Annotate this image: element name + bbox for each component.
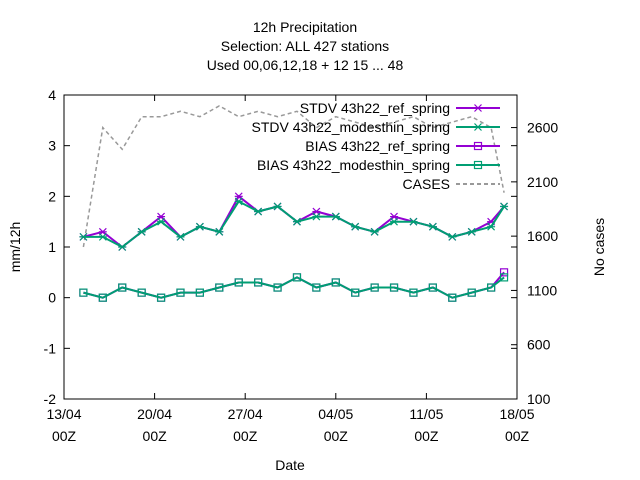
x-tick-label-hour: 00Z	[143, 428, 168, 444]
series-line	[83, 276, 505, 299]
data-point	[500, 202, 509, 211]
data-point	[79, 288, 88, 297]
y-tick-label: 0	[48, 290, 56, 306]
x-tick-label-date: 11/05	[409, 406, 443, 422]
data-point	[331, 278, 340, 287]
series-3	[79, 273, 509, 302]
data-point	[409, 217, 418, 226]
data-point	[98, 232, 107, 241]
data-point	[234, 197, 243, 206]
data-point	[137, 288, 146, 297]
x-tick-label-hour: 00Z	[414, 428, 439, 444]
y-tick-label: -1	[44, 340, 57, 356]
y-tick-label: 4	[48, 87, 56, 103]
data-point	[157, 217, 166, 226]
data-point	[467, 288, 476, 297]
data-point	[428, 222, 437, 231]
x-tick-label-date: 13/04	[46, 406, 81, 422]
legend-marker	[473, 160, 483, 170]
data-point	[292, 273, 302, 282]
y2-tick-label: 600	[527, 337, 551, 353]
data-point	[195, 288, 204, 297]
data-point	[292, 217, 301, 226]
data-point	[98, 293, 107, 302]
series-layer	[79, 192, 509, 302]
data-point	[487, 222, 496, 231]
x-tick-label-hour: 00Z	[324, 428, 349, 444]
chart-subtitle-selection: Selection: ALL 427 stations	[221, 38, 389, 54]
x-tick-label-date: 20/04	[137, 406, 172, 422]
legend-marker	[474, 104, 482, 112]
legend-marker	[474, 123, 482, 131]
data-point	[215, 227, 224, 236]
data-point	[176, 288, 185, 297]
x-tick-label-hour: 00Z	[233, 428, 258, 444]
y-tick-label: 1	[48, 239, 56, 255]
data-point	[312, 212, 321, 221]
legend-label: BIAS 43h22_ref_spring	[305, 138, 450, 154]
data-point	[215, 283, 224, 292]
legend-label: STDV 43h22_ref_spring	[300, 100, 450, 116]
data-point	[118, 283, 127, 292]
data-point	[467, 227, 476, 236]
data-point	[273, 202, 282, 211]
y-axis-label: mm/12h	[7, 222, 23, 273]
data-point	[137, 227, 146, 236]
data-point	[351, 222, 360, 231]
series-line	[82, 105, 505, 248]
data-point	[390, 217, 399, 226]
legend-marker	[473, 141, 483, 151]
data-point	[156, 293, 166, 302]
legend-label: STDV 43h22_modesthin_spring	[252, 119, 450, 135]
y2-tick-label: 1100	[527, 282, 557, 298]
series-4	[82, 105, 505, 248]
data-point	[273, 283, 282, 292]
data-point	[351, 288, 360, 297]
data-point	[370, 227, 379, 236]
y-tick-label: 2	[48, 188, 56, 204]
chart-title: 12h Precipitation	[253, 19, 357, 35]
y-tick-label: 3	[48, 138, 56, 154]
y2-tick-label: 100	[527, 391, 551, 407]
data-point	[234, 278, 243, 287]
y2-tick-label: 1600	[527, 228, 558, 244]
y2-tick-label: 2100	[527, 174, 558, 190]
legend-label: BIAS 43h22_modesthin_spring	[257, 157, 450, 173]
y2-tick-label: 2600	[527, 120, 558, 136]
x-tick-label-date: 27/04	[228, 406, 263, 422]
data-point	[312, 283, 321, 292]
data-point	[499, 268, 509, 277]
data-point	[448, 232, 457, 241]
x-tick-label-hour: 00Z	[505, 428, 530, 444]
data-point	[254, 207, 263, 216]
data-point	[176, 232, 185, 241]
series-1	[79, 197, 509, 251]
data-point	[389, 283, 399, 292]
data-point	[428, 283, 437, 292]
x-tick-label-date: 04/05	[318, 406, 353, 422]
data-point	[370, 283, 379, 292]
data-point	[499, 273, 509, 282]
data-point	[487, 283, 496, 292]
data-point	[331, 212, 340, 221]
axis-ticks: -2 -1 0 1 2 3 4 100 600 1100 1600 2100 2600 13/04 00Z 2…	[44, 87, 559, 444]
data-point	[195, 222, 204, 231]
data-point	[118, 243, 127, 251]
legend-label: CASES	[403, 176, 450, 192]
y-tick-label: -2	[44, 391, 57, 407]
cases-series-layer	[82, 105, 505, 248]
x-axis-label: Date	[275, 457, 305, 473]
data-point	[448, 293, 457, 302]
x-tick-label-date: 18/05	[499, 406, 534, 422]
y2-axis-label: No cases	[591, 218, 607, 276]
chart-subtitle-used: Used 00,06,12,18 + 12 15 ... 48	[207, 57, 404, 73]
data-point	[254, 278, 263, 287]
x-tick-label-hour: 00Z	[52, 428, 77, 444]
data-point	[79, 232, 88, 241]
data-point	[409, 288, 418, 297]
legend: STDV 43h22_ref_spring STDV 43h22_modesthi…	[252, 100, 500, 192]
